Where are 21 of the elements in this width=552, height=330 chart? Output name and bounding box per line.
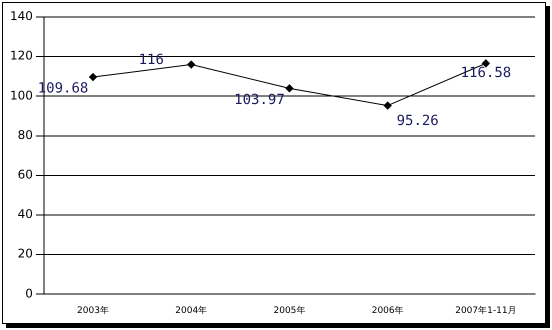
- x-tick-label: 2003年: [77, 304, 109, 316]
- point: [187, 60, 196, 69]
- x-tick-label: 2006年: [372, 304, 404, 316]
- data-label: 116.58: [460, 65, 512, 82]
- y-tick-label: 40: [18, 207, 33, 222]
- x-tick-label: 2007年1-11月: [455, 304, 517, 316]
- x-tick-label: 2004年: [175, 304, 208, 316]
- x-tick-label: 2005年: [274, 304, 306, 316]
- data-label: 103.97: [234, 92, 285, 108]
- data-label: 116: [138, 52, 164, 68]
- point: [285, 84, 294, 92]
- y-tick-label: 60: [18, 168, 33, 182]
- point: [384, 102, 392, 110]
- y-tick-label: 120: [10, 48, 33, 63]
- point: [89, 73, 98, 82]
- y-tick-label: 0: [25, 286, 33, 300]
- data-label: 95.26: [396, 113, 439, 130]
- y-tick-label: 80: [18, 128, 33, 142]
- y-tick-label: 20: [18, 246, 33, 261]
- y-tick-label: 100: [10, 88, 33, 102]
- y-tick-label: 140: [10, 9, 33, 24]
